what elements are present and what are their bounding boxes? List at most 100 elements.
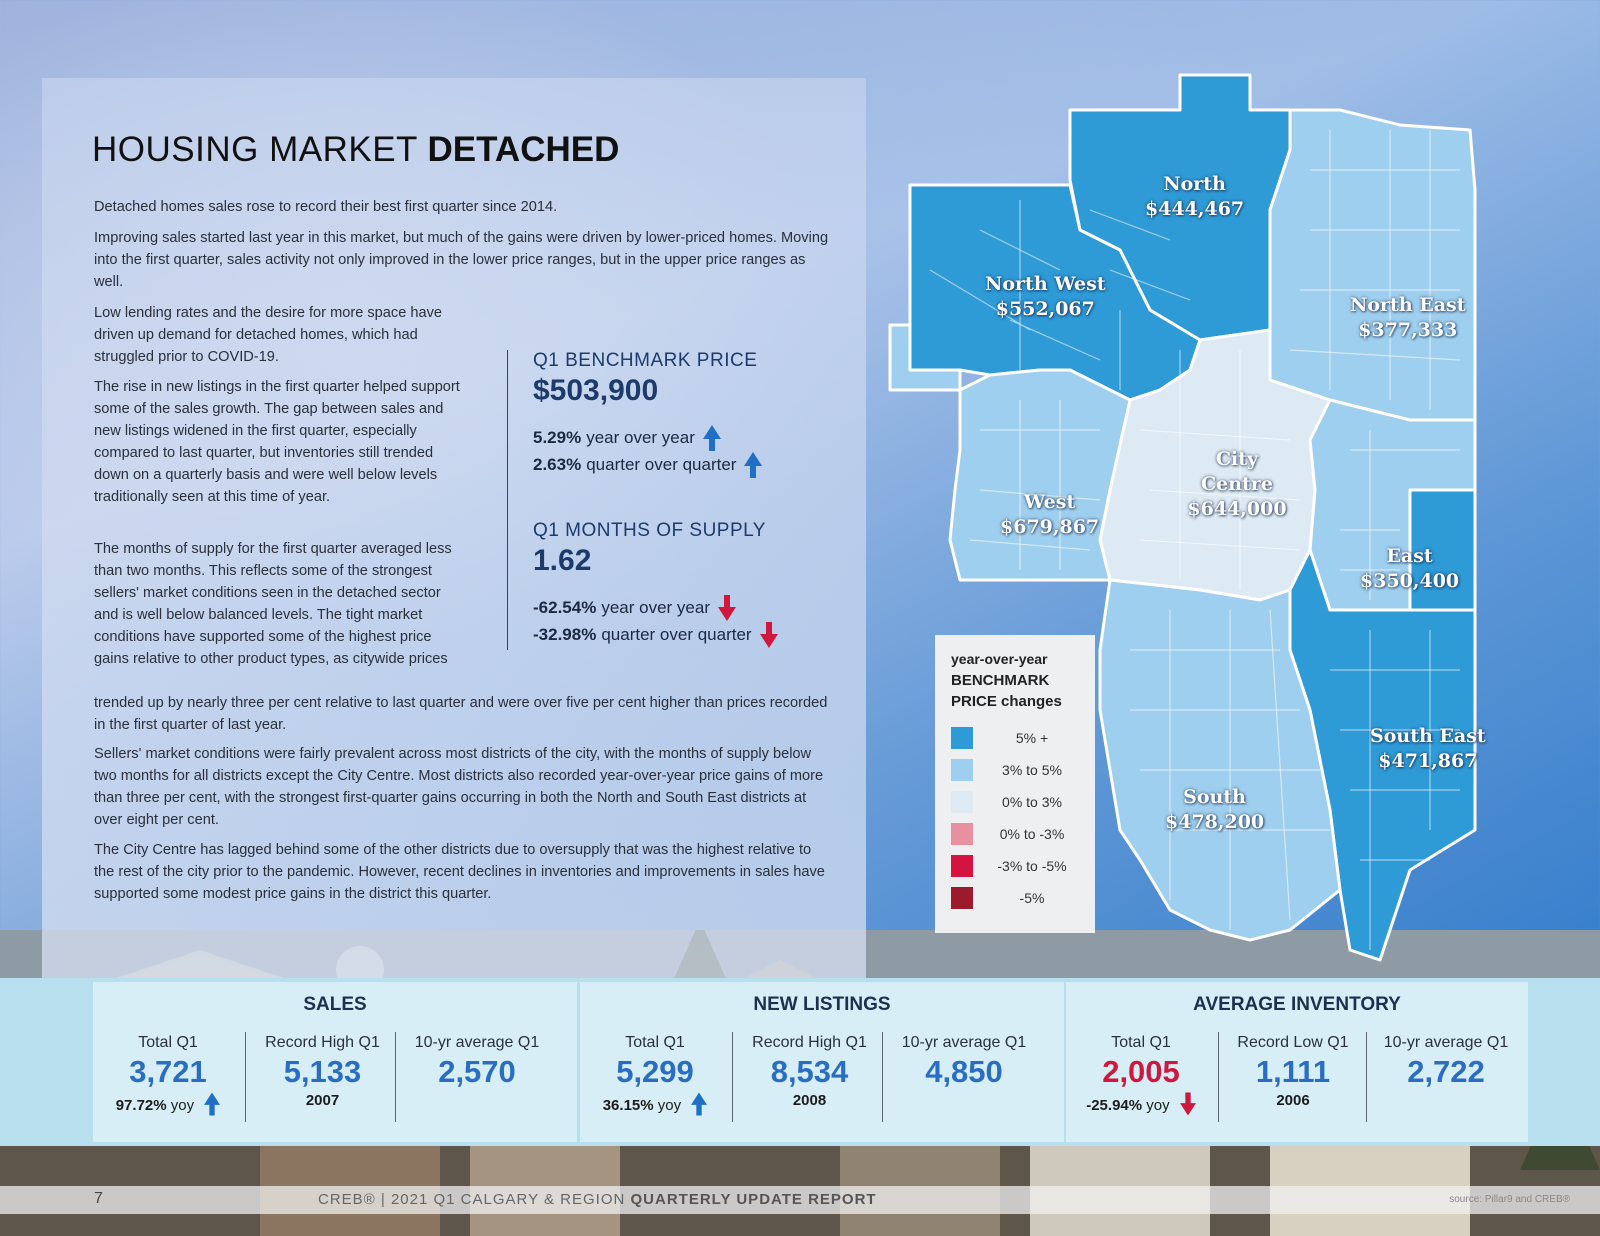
legend-item: -5% bbox=[951, 882, 1079, 914]
sales-yoy: 97.72% yoy bbox=[93, 1092, 243, 1116]
supply-qoq: -32.98% quarter over quarter bbox=[533, 621, 778, 648]
district-label-north-east: North East $377,333 bbox=[1350, 294, 1466, 341]
sales-record-value: 5,133 bbox=[283, 1054, 362, 1089]
listings-record-label: Record High Q1 bbox=[752, 1034, 867, 1051]
paragraph: trended up by nearly three per cent rela… bbox=[94, 695, 828, 733]
supply-value: 1.62 bbox=[533, 544, 592, 577]
legend-swatch bbox=[951, 791, 973, 813]
legend-label: 5% + bbox=[1015, 730, 1049, 746]
legend-label: -5% bbox=[1019, 890, 1045, 906]
benchmark-yoy: 5.29% year over year bbox=[533, 424, 762, 451]
district-west bbox=[948, 368, 1132, 582]
report-title: CREB® | 2021 Q1 CALGARY & REGION QUARTER… bbox=[318, 1191, 877, 1208]
district-label-city-centre: City Centre $644,000 bbox=[1187, 448, 1287, 520]
benchmark-value: $503,900 bbox=[533, 374, 659, 407]
district-label-east: East $350,400 bbox=[1360, 545, 1460, 592]
listings-average-label: 10-yr average Q1 bbox=[901, 1034, 1027, 1051]
listings-record-value: 8,534 bbox=[770, 1054, 849, 1089]
page-footer: 7 CREB® | 2021 Q1 CALGARY & REGION QUART… bbox=[0, 1186, 1600, 1214]
sales-total: Total Q1 3,721 97.72% yoy bbox=[93, 1034, 243, 1116]
sales-average: 10-yr average Q1 2,570 bbox=[397, 1034, 557, 1090]
map-legend: year-over-year BENCHMARK PRICE changes 5… bbox=[935, 635, 1095, 933]
listings-average-value: 4,850 bbox=[925, 1054, 1003, 1089]
inventory-yoy: -25.94% yoy bbox=[1066, 1092, 1216, 1116]
paragraph: The City Centre has lagged behind some o… bbox=[94, 842, 825, 902]
text-panel bbox=[42, 78, 866, 978]
legend-label: 3% to 5% bbox=[1002, 762, 1062, 778]
page-number: 7 bbox=[94, 1190, 103, 1207]
district-south bbox=[1098, 578, 1342, 942]
legend-item: 3% to 5% bbox=[951, 754, 1079, 786]
inventory-average: 10-yr average Q1 2,722 bbox=[1366, 1034, 1526, 1090]
paragraph: Improving sales started last year in thi… bbox=[94, 230, 829, 290]
months-of-supply-block: Q1 MONTHS OF SUPPLY 1.62 -62.54% year ove… bbox=[533, 520, 778, 648]
benchmark-label: Q1 BENCHMARK PRICE bbox=[533, 350, 758, 371]
sales-title: SALES bbox=[303, 994, 367, 1015]
column-divider bbox=[395, 1032, 396, 1122]
listings-total: Total Q1 5,299 36.15% yoy bbox=[580, 1034, 730, 1116]
inventory-record-year: 2006 bbox=[1276, 1092, 1310, 1109]
new-listings-panel: NEW LISTINGS Total Q1 5,299 36.15% yoy R… bbox=[580, 982, 1064, 1142]
legend-swatch bbox=[951, 823, 973, 845]
column-divider bbox=[732, 1032, 733, 1122]
arrow-up-icon bbox=[702, 424, 721, 451]
sales-panel: SALES Total Q1 3,721 97.72% yoy Record H… bbox=[93, 982, 577, 1142]
inventory-average-label: 10-yr average Q1 bbox=[1383, 1034, 1509, 1051]
listings-total-label: Total Q1 bbox=[625, 1034, 685, 1051]
legend-item: 0% to 3% bbox=[951, 786, 1079, 818]
sales-record-label: Record High Q1 bbox=[265, 1034, 380, 1051]
legend-item: 5% + bbox=[951, 722, 1079, 754]
paragraph: Sellers' market conditions were fairly p… bbox=[94, 746, 824, 828]
listings-record-year: 2008 bbox=[792, 1092, 827, 1109]
legend-label: -3% to -5% bbox=[997, 858, 1067, 874]
listings-average: 10-yr average Q1 4,850 bbox=[884, 1034, 1044, 1090]
listings-title: NEW LISTINGS bbox=[753, 994, 891, 1015]
district-label-south-east: South East $471,867 bbox=[1370, 725, 1486, 772]
sales-record: Record High Q1 5,133 2007 bbox=[245, 1034, 400, 1109]
stats-divider bbox=[507, 350, 508, 650]
inventory-title: AVERAGE INVENTORY bbox=[1193, 994, 1401, 1015]
paragraph: Detached homes sales rose to record thei… bbox=[94, 199, 558, 215]
arrow-up-icon bbox=[744, 451, 763, 478]
sales-total-label: Total Q1 bbox=[138, 1034, 198, 1051]
supply-yoy: -62.54% year over year bbox=[533, 594, 778, 621]
district-label-north-west: North West $552,067 bbox=[985, 273, 1106, 320]
average-inventory-panel: AVERAGE INVENTORY Total Q1 2,005 -25.94%… bbox=[1066, 982, 1528, 1142]
calgary-district-map bbox=[888, 73, 1477, 962]
inventory-record-value: 1,111 bbox=[1255, 1054, 1331, 1089]
listings-record: Record High Q1 8,534 2008 bbox=[732, 1034, 887, 1109]
sales-record-year: 2007 bbox=[305, 1092, 340, 1109]
column-divider bbox=[1218, 1032, 1219, 1122]
district-label-west: West $679,867 bbox=[1000, 491, 1100, 538]
supply-label: Q1 MONTHS OF SUPPLY bbox=[533, 520, 766, 541]
listings-yoy: 36.15% yoy bbox=[580, 1092, 730, 1116]
legend-swatch bbox=[951, 887, 973, 909]
page-title: HOUSING MARKET DETACHED bbox=[92, 130, 620, 169]
paragraph: The rise in new listings in the first qu… bbox=[94, 379, 460, 505]
legend-swatch bbox=[951, 727, 973, 749]
arrow-down-icon bbox=[1179, 1092, 1196, 1116]
inventory-average-value: 2,722 bbox=[1407, 1054, 1485, 1089]
listings-total-value: 5,299 bbox=[616, 1054, 694, 1089]
column-divider bbox=[1366, 1032, 1367, 1122]
inventory-total: Total Q1 2,005 -25.94% yoy bbox=[1066, 1034, 1216, 1116]
legend-item: -3% to -5% bbox=[951, 850, 1079, 882]
paragraph: Low lending rates and the desire for mor… bbox=[94, 305, 443, 365]
sales-total-value: 3,721 bbox=[129, 1054, 207, 1089]
legend-swatch bbox=[951, 855, 973, 877]
legend-swatch bbox=[951, 759, 973, 781]
column-divider bbox=[245, 1032, 246, 1122]
column-divider bbox=[882, 1032, 883, 1122]
inventory-record-label: Record Low Q1 bbox=[1237, 1034, 1349, 1051]
inventory-total-label: Total Q1 bbox=[1111, 1034, 1171, 1051]
source-note: source: Pillar9 and CREB® bbox=[1449, 1194, 1570, 1205]
district-north-east bbox=[1268, 108, 1477, 422]
arrow-down-icon bbox=[759, 621, 778, 648]
legend-title: year-over-year BENCHMARK PRICE changes bbox=[951, 651, 1062, 710]
arrow-up-icon bbox=[691, 1092, 708, 1116]
legend-item: 0% to -3% bbox=[951, 818, 1079, 850]
district-label-north: North $444,467 bbox=[1145, 173, 1245, 220]
arrow-up-icon bbox=[204, 1092, 221, 1116]
legend-label: 0% to 3% bbox=[1002, 794, 1062, 810]
inventory-total-value: 2,005 bbox=[1102, 1054, 1180, 1089]
